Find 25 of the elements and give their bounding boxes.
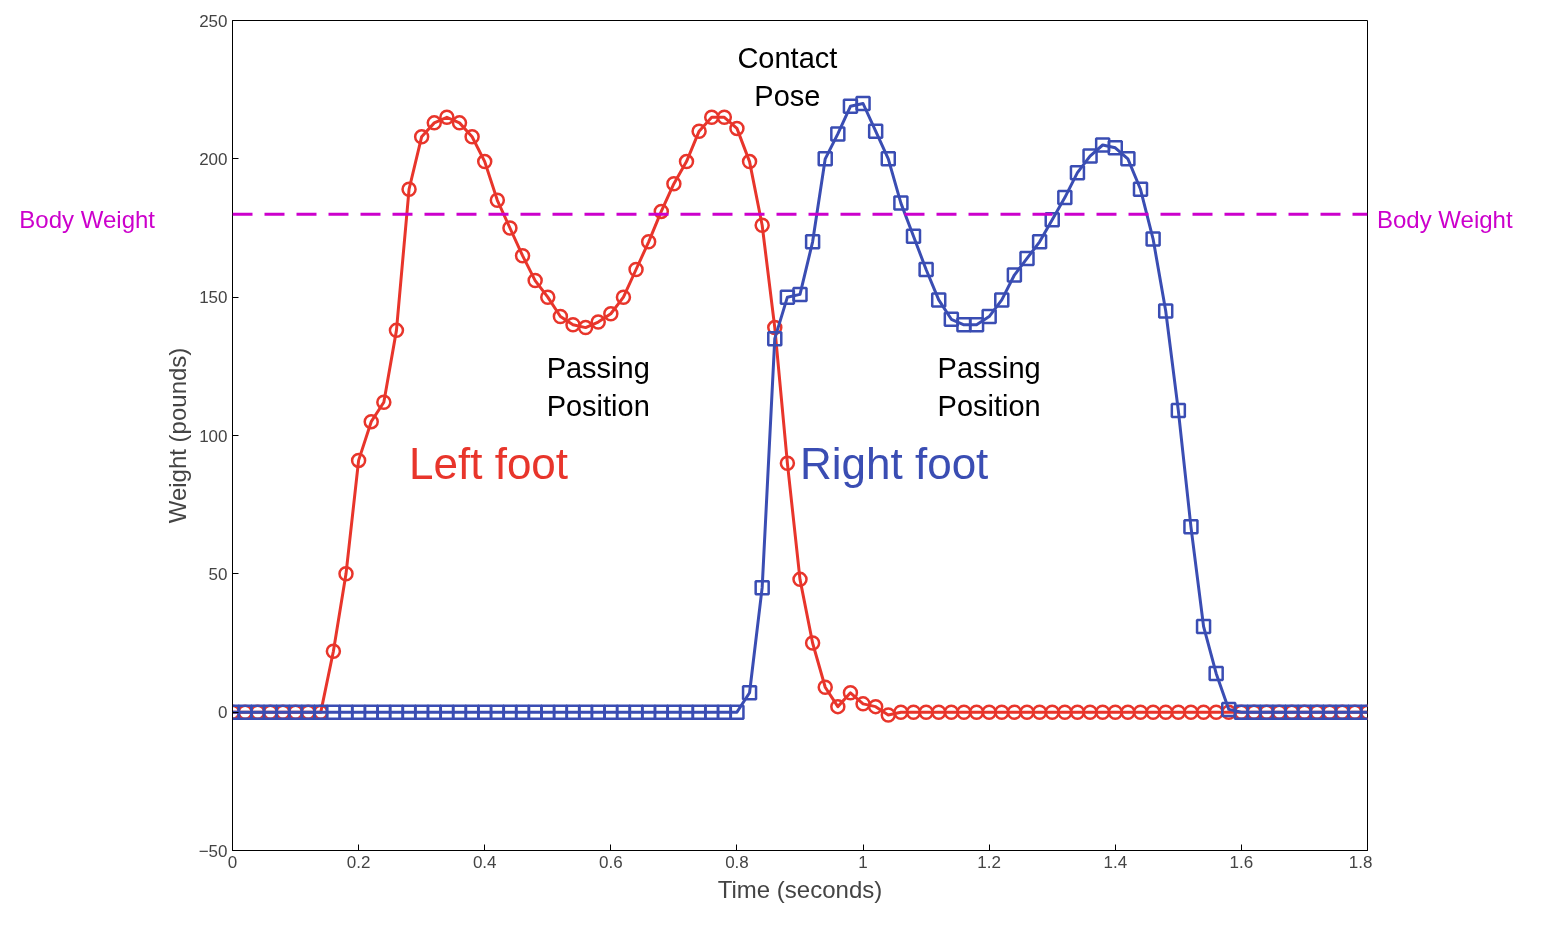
y-tick-label: 150 (199, 288, 228, 308)
y-tick-label: 200 (199, 149, 228, 169)
x-tick-label: 1.4 (1103, 852, 1128, 872)
x-tick-label: 1.2 (977, 852, 1001, 872)
x-tick-label: 1 (858, 852, 868, 872)
series-label: Left foot (409, 438, 569, 488)
x-tick-label: 1.6 (1229, 852, 1254, 872)
x-tick-label: 0.8 (725, 852, 749, 872)
y-tick-label: 100 (199, 426, 228, 446)
x-axis-title: Time (seconds) (717, 875, 883, 903)
x-tick-label: 0.2 (346, 852, 371, 872)
y-tick-label: −50 (198, 841, 228, 861)
ref-line-label: Body Weight (1377, 205, 1513, 235)
annotation: Contact Pose (737, 42, 838, 113)
x-tick-label: 1.8 (1348, 852, 1373, 872)
y-axis-title: Weight (pounds) (163, 347, 191, 524)
series-label: Right foot (800, 438, 989, 488)
y-tick-label: 250 (199, 11, 228, 31)
x-tick-label: 0.4 (472, 852, 497, 872)
y-tick-label: 0 (218, 703, 228, 723)
x-tick-label: 0.6 (599, 852, 623, 872)
text: Body Weight (19, 206, 155, 233)
annotation: Passing Position (937, 352, 1041, 423)
annotation: Passing Position (546, 352, 650, 423)
y-tick-label: 50 (208, 564, 228, 584)
